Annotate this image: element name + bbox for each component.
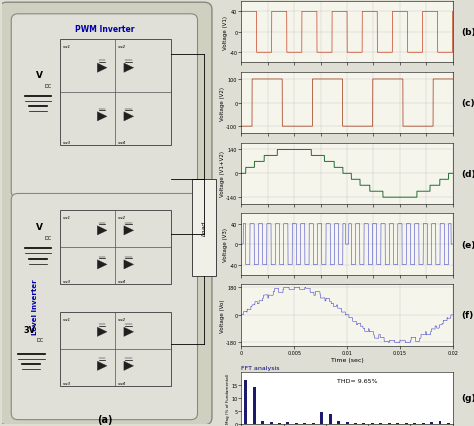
Bar: [253, 388, 255, 424]
Bar: [421, 423, 425, 424]
Text: sw3: sw3: [63, 141, 71, 144]
Bar: [192, 179, 216, 276]
Y-axis label: Mag (% of Fundamental): Mag (% of Fundamental): [226, 373, 230, 423]
FancyBboxPatch shape: [0, 3, 212, 425]
Text: (d): (d): [461, 170, 474, 178]
Bar: [286, 422, 290, 424]
Text: (a): (a): [97, 414, 112, 424]
Bar: [346, 422, 348, 424]
Bar: [388, 423, 391, 424]
Polygon shape: [124, 260, 134, 269]
Bar: [447, 423, 450, 424]
X-axis label: Time (sec): Time (sec): [331, 358, 364, 363]
Bar: [320, 412, 323, 424]
Text: (e): (e): [461, 240, 474, 249]
Polygon shape: [124, 328, 134, 337]
Text: FFT analysis: FFT analysis: [241, 365, 280, 370]
Text: sw1: sw1: [63, 216, 71, 220]
Bar: [379, 423, 383, 424]
Y-axis label: Voltage (V3): Voltage (V3): [223, 227, 228, 262]
Bar: [405, 423, 408, 424]
Text: V: V: [36, 71, 44, 80]
Polygon shape: [124, 112, 134, 122]
Text: THD= 9.65%: THD= 9.65%: [337, 378, 378, 383]
Bar: [244, 380, 247, 424]
Bar: [396, 423, 399, 424]
Text: PWM Inverter: PWM Inverter: [74, 25, 134, 35]
Polygon shape: [124, 64, 134, 73]
Text: Level Inverter: Level Inverter: [32, 279, 37, 334]
Polygon shape: [97, 112, 107, 122]
Text: sw4: sw4: [118, 279, 126, 284]
FancyBboxPatch shape: [11, 194, 198, 420]
Bar: [363, 423, 365, 424]
Text: sw4: sw4: [118, 141, 126, 144]
Text: (f): (f): [461, 311, 474, 320]
Bar: [371, 423, 374, 424]
Y-axis label: Voltage (Vo): Voltage (Vo): [220, 298, 225, 332]
Text: (c): (c): [461, 99, 474, 108]
Text: (g): (g): [461, 393, 474, 402]
Polygon shape: [97, 64, 107, 73]
Polygon shape: [97, 328, 107, 337]
Polygon shape: [124, 361, 134, 371]
Text: sw2: sw2: [118, 317, 126, 321]
Text: (b): (b): [461, 28, 474, 37]
Text: sw3: sw3: [63, 279, 71, 284]
Text: 3V: 3V: [23, 325, 36, 334]
Polygon shape: [97, 260, 107, 269]
Bar: [60, 40, 171, 146]
Bar: [312, 423, 315, 424]
Bar: [354, 423, 357, 424]
Text: sw1: sw1: [63, 45, 71, 49]
Polygon shape: [97, 361, 107, 371]
Polygon shape: [124, 226, 134, 236]
Bar: [413, 423, 416, 424]
Bar: [438, 421, 441, 424]
Bar: [328, 414, 332, 424]
Bar: [261, 421, 264, 424]
Bar: [60, 312, 171, 386]
Bar: [278, 423, 281, 424]
Text: sw3: sw3: [63, 381, 71, 385]
Text: sw1: sw1: [63, 317, 71, 321]
Y-axis label: Voltage (V1+V2): Voltage (V1+V2): [220, 151, 225, 197]
Text: V: V: [36, 223, 44, 232]
Y-axis label: Voltage (V1): Voltage (V1): [223, 16, 228, 50]
Polygon shape: [97, 226, 107, 236]
Bar: [303, 423, 306, 424]
Text: DC: DC: [44, 83, 51, 88]
Text: sw4: sw4: [118, 381, 126, 385]
Bar: [270, 422, 273, 424]
Bar: [295, 423, 298, 424]
Y-axis label: Voltage (V2): Voltage (V2): [220, 86, 225, 120]
Text: sw2: sw2: [118, 45, 126, 49]
Text: Load: Load: [201, 220, 207, 236]
Bar: [60, 211, 171, 285]
Text: sw2: sw2: [118, 216, 126, 220]
FancyBboxPatch shape: [11, 15, 198, 198]
Bar: [430, 422, 433, 424]
Text: DC: DC: [44, 235, 51, 240]
Bar: [337, 421, 340, 424]
Text: DC: DC: [37, 337, 44, 343]
